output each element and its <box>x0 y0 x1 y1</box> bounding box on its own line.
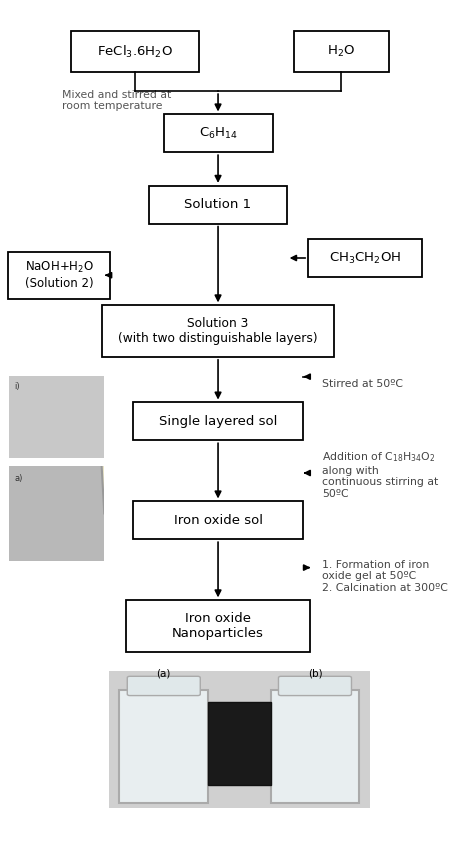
Text: C$_6$H$_{14}$: C$_6$H$_{14}$ <box>199 126 237 141</box>
Text: CH$_3$CH$_2$OH: CH$_3$CH$_2$OH <box>329 250 401 266</box>
Text: a): a) <box>14 474 23 482</box>
FancyBboxPatch shape <box>279 676 352 696</box>
Polygon shape <box>123 230 474 504</box>
FancyBboxPatch shape <box>271 690 359 803</box>
Text: (b): (b) <box>308 668 322 679</box>
Text: i): i) <box>14 383 20 391</box>
Text: NaOH+H$_2$O
(Solution 2): NaOH+H$_2$O (Solution 2) <box>25 260 94 290</box>
Text: Iron oxide
Nanoparticles: Iron oxide Nanoparticles <box>172 612 264 640</box>
FancyBboxPatch shape <box>109 0 474 808</box>
FancyBboxPatch shape <box>294 31 389 72</box>
FancyBboxPatch shape <box>9 0 474 458</box>
Text: Single layered sol: Single layered sol <box>159 415 277 428</box>
Polygon shape <box>123 40 474 230</box>
FancyBboxPatch shape <box>119 690 208 803</box>
FancyBboxPatch shape <box>133 402 303 440</box>
FancyBboxPatch shape <box>164 114 273 152</box>
FancyBboxPatch shape <box>127 676 201 696</box>
Text: Mixed and stirred at
room temperature: Mixed and stirred at room temperature <box>62 89 171 112</box>
FancyBboxPatch shape <box>208 703 271 785</box>
Polygon shape <box>85 0 474 416</box>
Text: H$_2$O: H$_2$O <box>327 44 356 59</box>
FancyBboxPatch shape <box>126 600 310 652</box>
FancyBboxPatch shape <box>8 251 110 298</box>
Text: Addition of C$_{18}$H$_{34}$O$_2$
along with
continuous stirring at
50ºC: Addition of C$_{18}$H$_{34}$O$_2$ along … <box>322 451 438 499</box>
Text: Solution 3
(with two distinguishable layers): Solution 3 (with two distinguishable lay… <box>118 317 318 345</box>
FancyBboxPatch shape <box>133 501 303 539</box>
FancyBboxPatch shape <box>102 305 334 357</box>
Text: Stirred at 50ºC: Stirred at 50ºC <box>322 379 403 390</box>
Text: Solution 1: Solution 1 <box>184 198 252 212</box>
FancyBboxPatch shape <box>9 0 474 561</box>
Text: 1. Formation of iron
oxide gel at 50ºC
2. Calcination at 300ºC: 1. Formation of iron oxide gel at 50ºC 2… <box>322 560 448 593</box>
Polygon shape <box>57 0 474 513</box>
Text: Iron oxide sol: Iron oxide sol <box>173 513 263 527</box>
FancyBboxPatch shape <box>149 186 287 224</box>
Polygon shape <box>161 89 474 408</box>
FancyBboxPatch shape <box>71 31 199 72</box>
Text: FeCl$_3$.6H$_2$O: FeCl$_3$.6H$_2$O <box>97 44 173 59</box>
FancyBboxPatch shape <box>308 239 422 277</box>
Text: (a): (a) <box>156 668 171 679</box>
